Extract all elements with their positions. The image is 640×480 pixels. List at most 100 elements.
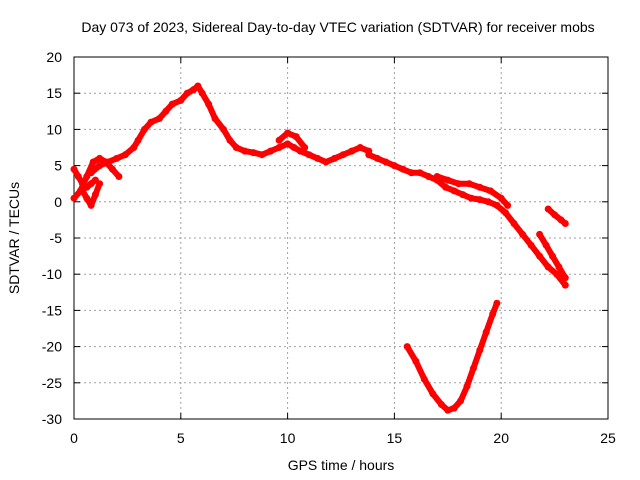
data-point <box>241 147 249 155</box>
data-point <box>87 169 95 177</box>
data-point <box>542 241 550 249</box>
data-point <box>551 211 559 219</box>
data-point <box>489 310 497 318</box>
data-point <box>373 154 381 162</box>
data-point <box>561 281 569 289</box>
data-point <box>549 252 556 260</box>
x-tick-label: 0 <box>70 430 78 446</box>
data-point <box>429 390 437 398</box>
data-point <box>74 173 82 180</box>
data-point <box>331 154 339 162</box>
data-point <box>141 125 148 133</box>
data-point <box>403 343 411 351</box>
data-point <box>267 147 274 155</box>
y-tick-label: 0 <box>54 194 62 210</box>
x-tick-label: 25 <box>600 430 616 446</box>
data-point <box>113 154 121 162</box>
data-point <box>519 230 527 238</box>
data-point <box>444 406 452 414</box>
data-point <box>365 151 373 159</box>
data-point <box>87 201 95 209</box>
data-point <box>450 404 458 412</box>
data-point <box>70 165 78 173</box>
data-point <box>493 201 501 209</box>
y-tick-label: -5 <box>50 230 63 246</box>
y-tick-label: 15 <box>46 85 62 101</box>
data-point <box>292 133 300 141</box>
data-point <box>555 263 563 271</box>
data-point <box>108 165 116 173</box>
data-point <box>482 328 490 336</box>
data-point <box>467 194 475 202</box>
data-point <box>420 375 428 383</box>
data-point <box>561 274 569 282</box>
data-point <box>79 187 86 195</box>
data-point <box>465 180 473 188</box>
data-point <box>527 241 535 249</box>
data-point <box>484 198 492 206</box>
data-point <box>211 115 219 122</box>
y-axis-label: SDTVAR / TECUs <box>6 182 22 294</box>
data-point <box>433 173 441 180</box>
data-point <box>553 270 561 278</box>
data-point <box>476 346 484 354</box>
data-point <box>348 147 356 155</box>
x-tick-label: 5 <box>177 430 185 446</box>
data-point <box>147 118 155 126</box>
data-point <box>162 107 170 115</box>
data-point <box>284 140 292 148</box>
data-point <box>134 136 142 144</box>
data-point <box>290 144 298 151</box>
data-point <box>115 173 123 180</box>
data-point <box>258 151 266 159</box>
data-point <box>382 158 390 166</box>
data-point <box>226 136 234 144</box>
data-point <box>275 144 283 151</box>
data-point <box>194 82 202 90</box>
data-point <box>390 162 398 170</box>
data-point <box>89 158 97 166</box>
data-point <box>497 194 505 202</box>
data-point <box>96 154 104 162</box>
x-axis-label: GPS time / hours <box>288 457 395 473</box>
data-point <box>437 401 445 408</box>
data-point <box>104 158 112 166</box>
data-point <box>356 144 364 151</box>
data-point <box>504 201 512 209</box>
data-point <box>220 125 227 133</box>
data-point <box>544 205 552 213</box>
series-satellite-track-6 <box>365 151 569 289</box>
data-point <box>284 129 292 137</box>
data-point <box>459 191 467 199</box>
data-point <box>177 96 185 104</box>
grid-lines <box>74 57 608 419</box>
data-point <box>96 180 104 188</box>
y-tick-label: -25 <box>42 375 62 391</box>
y-tick-label: 20 <box>46 49 62 65</box>
data-point <box>416 169 424 177</box>
data-point <box>183 89 191 97</box>
x-tick-label: 20 <box>493 430 509 446</box>
data-point <box>83 194 91 202</box>
data-series <box>70 82 569 414</box>
data-point <box>469 364 477 372</box>
x-tick-label: 15 <box>387 430 403 446</box>
data-point <box>275 136 283 144</box>
data-point <box>399 165 407 173</box>
data-point <box>121 151 129 159</box>
data-point <box>476 196 484 204</box>
series-satellite-track-10 <box>404 300 500 414</box>
y-tick-label: -30 <box>42 411 62 427</box>
data-point <box>305 151 313 159</box>
series-satellite-track-5 <box>276 130 308 151</box>
data-point <box>412 357 420 365</box>
data-point <box>70 194 78 202</box>
data-point <box>205 100 213 108</box>
data-point <box>198 89 206 97</box>
data-point <box>493 299 501 307</box>
data-point <box>561 220 569 227</box>
data-point <box>425 173 433 180</box>
y-tick-label: 5 <box>54 158 62 174</box>
data-point <box>544 263 552 271</box>
